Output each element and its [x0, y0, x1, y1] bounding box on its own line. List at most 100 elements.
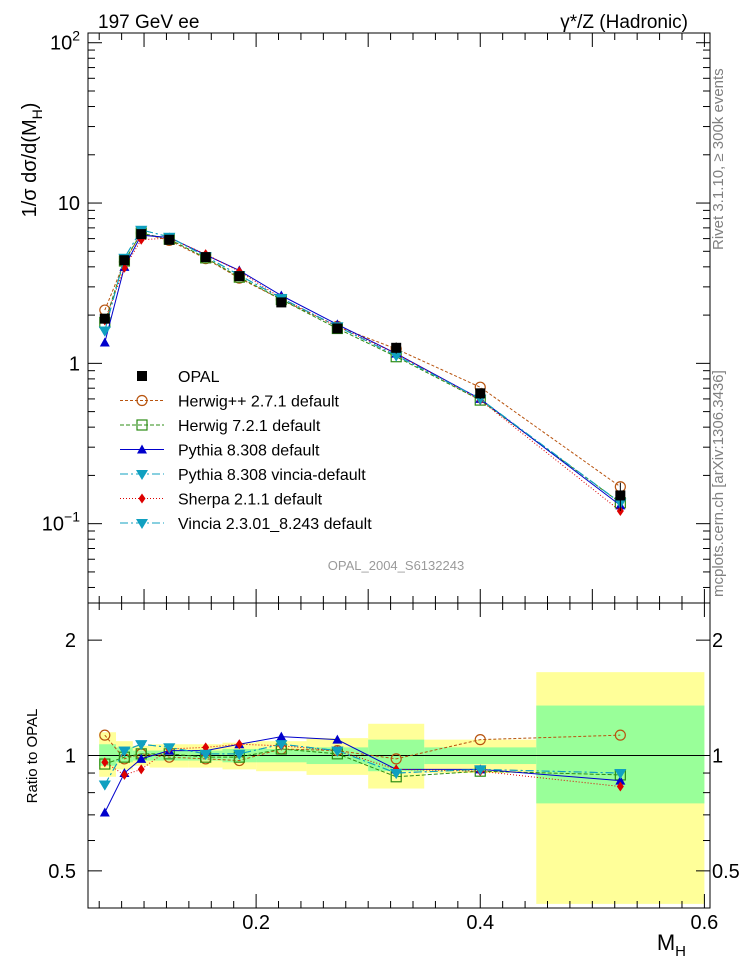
svg-text:1/σ dσ/d(MH): 1/σ dσ/d(MH) [19, 103, 45, 218]
data-point [276, 297, 287, 308]
ratio-series-point [101, 757, 109, 768]
data-point [615, 490, 626, 501]
ratio-series-point [474, 734, 486, 746]
main-y-tick-label-base: 10 [50, 33, 72, 55]
ratio-series-point [614, 729, 626, 741]
legend-item: OPAL [137, 369, 220, 386]
ratio-series-point [118, 746, 131, 757]
legend-item: Pythia 8.308 default [120, 443, 320, 460]
data-point [332, 323, 343, 334]
ratio-series-point [137, 764, 145, 775]
legend-label: OPAL [178, 369, 220, 386]
legend-marker [137, 371, 147, 381]
series-point [99, 337, 110, 347]
ratio-plot-content [98, 729, 627, 817]
main-y-tick-label: 10−1 [42, 509, 80, 536]
legend-label: Vincia 2.3.01_8.243 default [178, 516, 372, 533]
series-point [98, 326, 111, 337]
legend-label: Herwig++ 2.7.1 default [178, 394, 340, 411]
ratio-series-point [276, 731, 287, 741]
ratio-series-point [120, 769, 128, 780]
ratio-y-tick-label-left: 1 [65, 746, 76, 768]
ratio-series-point [163, 743, 176, 754]
legend-label: Herwig 7.2.1 default [178, 418, 321, 435]
ratio-series-point [275, 740, 288, 751]
ratio-y-tick-label-right: 1 [712, 746, 723, 768]
ratio-y-tick-label-left: 2 [65, 630, 76, 652]
legend-marker [137, 444, 147, 454]
data-point [99, 313, 110, 324]
ratio-series-vincia-2-3-01-8-243-default [98, 740, 627, 791]
main-y-tick-label-base: 10 [58, 193, 80, 215]
series-line [104, 232, 621, 504]
ratio-series-point [99, 807, 110, 817]
legend-item: Pythia 8.308 vincia-default [120, 467, 366, 484]
x-tick-label: 0.2 [242, 912, 270, 934]
ratio-axes: 2 2 1 1 0.5 0.5 0.2 0.4 0.6 [48, 603, 740, 934]
legend-item: Herwig++ 2.7.1 default [120, 394, 340, 411]
ratio-series-point [615, 775, 626, 785]
main-y-tick-label-base: 10 [42, 514, 64, 536]
side-label-mcplots: mcplots.cern.ch [arXiv:1306.3436] [710, 370, 727, 597]
main-y-tick-label: 102 [50, 28, 80, 55]
x-tick-label: 0.6 [690, 912, 718, 934]
ratio-series-line [104, 743, 621, 788]
legend-label: Pythia 8.308 vincia-default [178, 467, 366, 484]
series-line [104, 229, 621, 504]
x-axis-label-sub: H [675, 943, 686, 960]
main-watermark: OPAL_2004_S6132243 [328, 558, 464, 573]
ratio-series-point [233, 749, 246, 760]
ratio-series-point [390, 769, 403, 780]
x-axis-label-text: M [657, 930, 675, 955]
ratio-series-point [614, 769, 627, 780]
ratio-series-point [331, 746, 344, 757]
legend-marker [136, 470, 148, 480]
legend-marker [136, 394, 148, 407]
main-y-tick-label-exp: −1 [64, 509, 80, 525]
main-ylabel-text: 1/σ dσ/d(M [19, 119, 41, 217]
main-y-axis-label: 1/σ dσ/d(MH) [19, 103, 45, 218]
ratio-series-point [99, 729, 111, 741]
ratio-series-point [390, 753, 402, 765]
ratio-series-point [474, 765, 487, 776]
data-point [234, 271, 245, 282]
series-point [390, 351, 403, 362]
legend-item: Herwig 7.2.1 default [120, 418, 321, 435]
series-line [104, 229, 621, 504]
ratio-series-point [332, 734, 343, 744]
data-point [200, 252, 211, 263]
ratio-series-point [98, 780, 111, 791]
data-point [136, 229, 147, 240]
ratio-series-point [135, 740, 148, 751]
ratio-uncertainty-bands [99, 672, 705, 904]
legend: OPAL Herwig++ 2.7.1 default Herwig 7.2.1 d… [120, 369, 372, 533]
ratio-y-tick-label-right: 2 [712, 630, 723, 652]
ratio-panel: 2 2 1 1 0.5 0.5 0.2 0.4 0.6 Ratio to OPAL MH [24, 602, 740, 960]
data-point [119, 255, 130, 266]
legend-label: Pythia 8.308 default [178, 443, 320, 460]
main-y-tick-label-base: 1 [69, 353, 80, 375]
header-left: 197 GeV ee [98, 12, 199, 33]
x-axis-label: MH [657, 930, 686, 960]
main-series-opal [99, 229, 626, 511]
ratio-series-point [235, 739, 243, 750]
ratio-series-point [616, 781, 624, 792]
main-y-tick-label: 1 [69, 353, 80, 375]
header-right: γ*/Z (Hadronic) [560, 12, 688, 33]
ratio-series-line [104, 734, 621, 762]
series-line [104, 237, 621, 512]
x-tick-label: 0.4 [466, 912, 494, 934]
data-point [475, 388, 486, 399]
legend-item: Sherpa 2.1.1 default [120, 492, 323, 509]
legend-label: Sherpa 2.1.1 default [178, 492, 323, 509]
data-point [164, 234, 175, 245]
data-point [391, 342, 402, 353]
ratio-series-point [199, 749, 212, 760]
ratio-series-line [104, 748, 621, 778]
ratio-y-tick-label-right: 0.5 [712, 861, 740, 883]
legend-marker [136, 419, 148, 431]
ratio-series-point [136, 753, 147, 763]
